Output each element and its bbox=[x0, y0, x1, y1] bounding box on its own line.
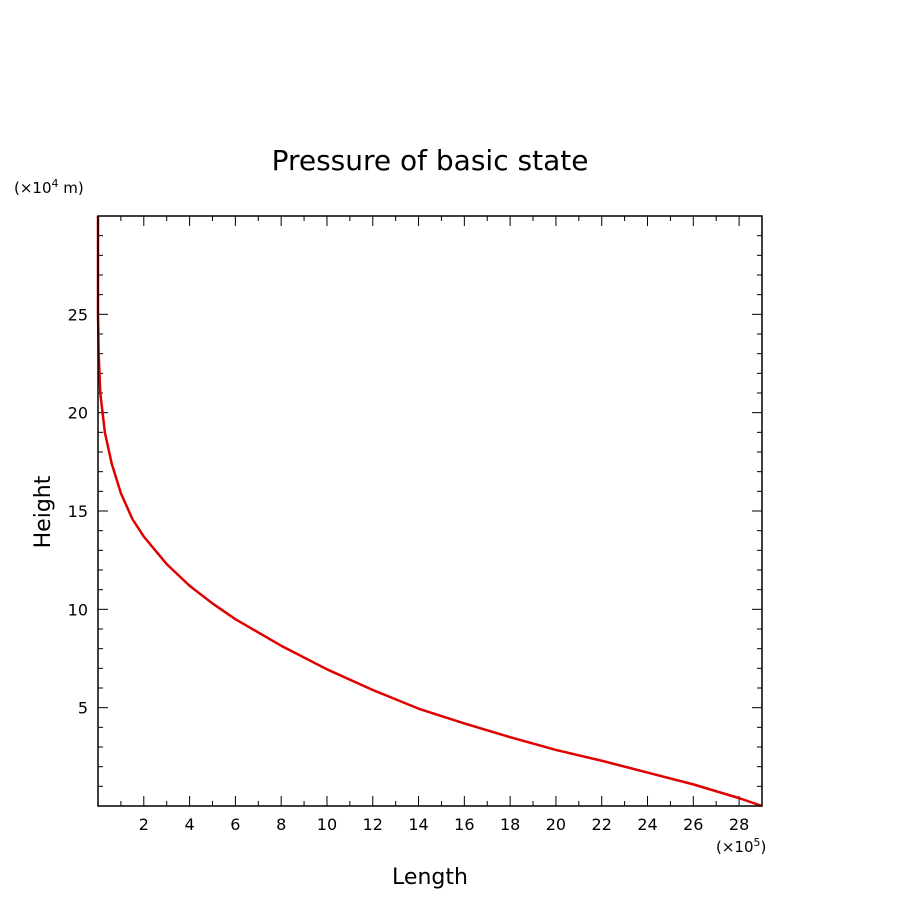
y-axis-label: Height bbox=[31, 475, 56, 548]
x-axis-label: Length bbox=[392, 865, 468, 890]
x-tick-label: 2 bbox=[139, 815, 149, 834]
plot-frame bbox=[97, 215, 763, 807]
y-tick-label: 15 bbox=[68, 502, 88, 521]
y-tick-label: 5 bbox=[78, 699, 88, 718]
x-tick-label: 24 bbox=[637, 815, 657, 834]
pressure-curve bbox=[96, 216, 763, 808]
axis-ticks bbox=[98, 216, 762, 806]
x-tick-label: 14 bbox=[408, 815, 428, 834]
chart-title: Pressure of basic state bbox=[272, 144, 589, 177]
x-tick-label: 22 bbox=[592, 815, 612, 834]
x-tick-label: 20 bbox=[546, 815, 566, 834]
x-tick-label: 12 bbox=[363, 815, 383, 834]
x-tick-label: 16 bbox=[454, 815, 474, 834]
x-tick-label: 26 bbox=[683, 815, 703, 834]
x-tick-label: 18 bbox=[500, 815, 520, 834]
x-tick-label: 6 bbox=[230, 815, 240, 834]
y-tick-label: 25 bbox=[68, 305, 88, 324]
x-tick-label: 8 bbox=[276, 815, 286, 834]
series-layer bbox=[96, 216, 763, 808]
x-scale-label: (×105) bbox=[716, 836, 766, 856]
x-tick-label: 28 bbox=[729, 815, 749, 834]
y-scale-label: (×104 m) bbox=[14, 177, 84, 197]
x-tick-label: 10 bbox=[317, 815, 337, 834]
y-tick-label: 10 bbox=[68, 600, 88, 619]
y-tick-label: 20 bbox=[68, 404, 88, 423]
x-tick-label: 4 bbox=[184, 815, 194, 834]
